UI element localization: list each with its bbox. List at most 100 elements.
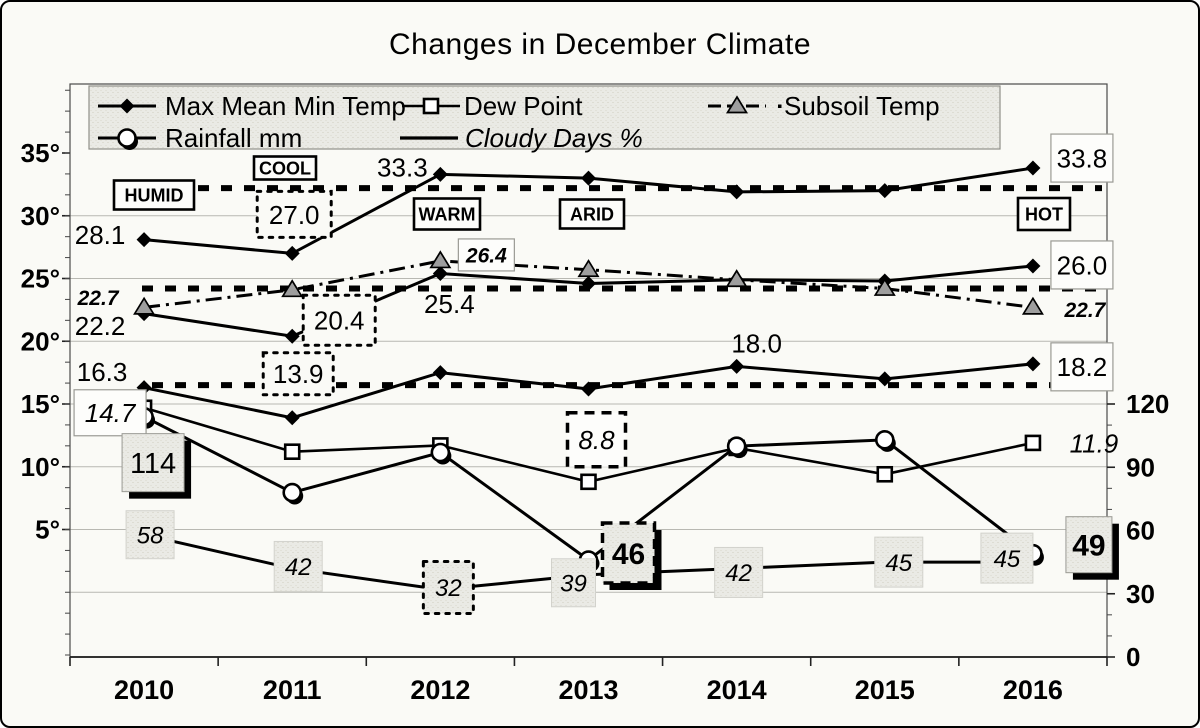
square-marker: [876, 465, 894, 483]
legend-entry-rainfall-mm: Rainfall mm: [98, 123, 302, 153]
triangle-marker: [1021, 296, 1044, 315]
point-label-text: 16.3: [77, 357, 128, 387]
triangle-marker: [281, 279, 304, 298]
square-marker: [422, 97, 440, 115]
point-label-text: 28.1: [75, 220, 126, 250]
legend-entry-cloudy-days-: Cloudy Days %: [400, 123, 643, 153]
legend-entry-label: Dew Point: [464, 91, 583, 121]
triangle-marker: [725, 95, 749, 114]
point-label-text: 42: [725, 560, 752, 587]
zone-label-text: HOT: [1025, 205, 1063, 225]
point-label: 27.0: [255, 189, 333, 239]
point-label: 49: [1065, 516, 1119, 580]
y-axis-left-tick-label: 25°: [21, 264, 60, 294]
square-marker: [283, 443, 301, 460]
triangle-marker: [429, 250, 452, 269]
point-label-text: 22.7: [1063, 299, 1106, 322]
legend-entry-label: Rainfall mm: [165, 123, 302, 153]
point-label-text: 20.4: [314, 306, 365, 336]
circle-marker: [430, 442, 451, 463]
legend-dash-dot: [778, 104, 782, 108]
y-axis-left-tick-label: 5°: [35, 515, 60, 545]
diamond-marker: [1025, 258, 1041, 274]
diamond-marker: [432, 365, 448, 381]
point-label: 11.9: [1070, 428, 1119, 458]
diamond-marker: [119, 98, 135, 114]
y-axis-left: 35° 30° 25° 20° 15° 10° 5°: [21, 89, 70, 656]
point-label: 42: [714, 546, 764, 598]
diamond-marker: [581, 170, 596, 186]
point-label: 32: [421, 560, 475, 616]
diamond-marker: [1025, 356, 1041, 372]
point-label-text: 8.8: [578, 425, 615, 455]
point-label-text: 33.3: [377, 153, 428, 183]
point-label: 45: [874, 536, 924, 588]
x-axis: 2010 2011 2012 2013 2014 2015 2016: [69, 657, 1108, 705]
point-label: 46: [600, 521, 662, 591]
point-label: 22.7: [77, 287, 120, 310]
diamond-marker: [284, 328, 300, 344]
diamond-marker: [729, 358, 745, 374]
point-label-text: 18.0: [731, 329, 782, 359]
point-label-text: 114: [130, 448, 176, 480]
point-label-text: 22.7: [77, 287, 120, 310]
point-label: 18.0: [731, 329, 782, 359]
diamond-marker: [581, 381, 596, 397]
y-axis-left-tick-label: 20°: [21, 326, 60, 356]
point-label-text: 26.4: [465, 244, 507, 267]
point-label: 58: [125, 510, 175, 560]
y-axis-right-tick-label: 0: [1126, 642, 1140, 672]
zone-label-warm: WARM: [412, 197, 482, 231]
point-label-text: 45: [885, 550, 912, 577]
diamond-marker: [1025, 160, 1041, 176]
square-marker: [1024, 434, 1042, 452]
point-label-text: 27.0: [269, 200, 320, 230]
point-label-text: 26.0: [1057, 250, 1108, 280]
legend-entry-subsoil-temp: Subsoil Temp: [708, 91, 940, 121]
zone-label-humid: HUMID: [112, 179, 196, 211]
diamond-marker: [136, 232, 152, 248]
point-label-text: 18.2: [1057, 352, 1108, 382]
point-label-text: 33.8: [1057, 143, 1108, 173]
x-axis-year-label: 2012: [410, 675, 470, 705]
point-label-text: 32: [435, 575, 462, 602]
circle-marker: [726, 436, 747, 456]
point-label: 8.8: [565, 411, 628, 469]
point-label: 42: [273, 540, 323, 592]
x-axis-year-label: 2015: [855, 675, 915, 705]
point-label-text: 45: [994, 546, 1021, 573]
diamond-marker: [284, 245, 300, 261]
series-subsoil-temp: [133, 250, 1044, 315]
triangle-marker: [577, 259, 600, 278]
point-label: 22.7: [1063, 299, 1106, 322]
point-label: 33.3: [377, 153, 428, 183]
triangle-marker: [133, 296, 156, 315]
point-label-text: 11.9: [1070, 428, 1119, 458]
point-label: 39: [551, 558, 596, 608]
y-axis-right-tick-label: 60: [1126, 516, 1155, 546]
point-label-text: 46: [612, 538, 645, 571]
circle-marker: [874, 430, 895, 450]
point-label: 114: [121, 433, 192, 499]
diamond-marker: [432, 166, 448, 182]
point-label: 33.8: [1050, 133, 1114, 183]
diamond-marker: [581, 276, 596, 292]
y-axis-right: 120 90 60 30 0: [1107, 389, 1169, 672]
circle-marker: [117, 128, 137, 148]
circle-marker: [282, 482, 303, 503]
y-axis-right-tick-label: 120: [1126, 389, 1169, 419]
diamond-marker: [877, 183, 893, 199]
point-label: 13.9: [261, 351, 335, 397]
chart-title: Changes in December Climate: [388, 28, 811, 61]
y-axis-left-tick-label: 30°: [21, 201, 60, 231]
point-label-text: 42: [285, 554, 312, 581]
legend-entry-label: Cloudy Days %: [465, 123, 643, 153]
series-min-temp: [136, 356, 1041, 426]
diamond-marker: [729, 184, 745, 200]
series-max-temp: [136, 160, 1041, 261]
point-label: 45: [980, 532, 1034, 584]
point-label-text: 25.4: [424, 289, 475, 319]
zone-label-arid: ARID: [558, 198, 626, 230]
x-axis-year-label: 2011: [263, 675, 322, 705]
